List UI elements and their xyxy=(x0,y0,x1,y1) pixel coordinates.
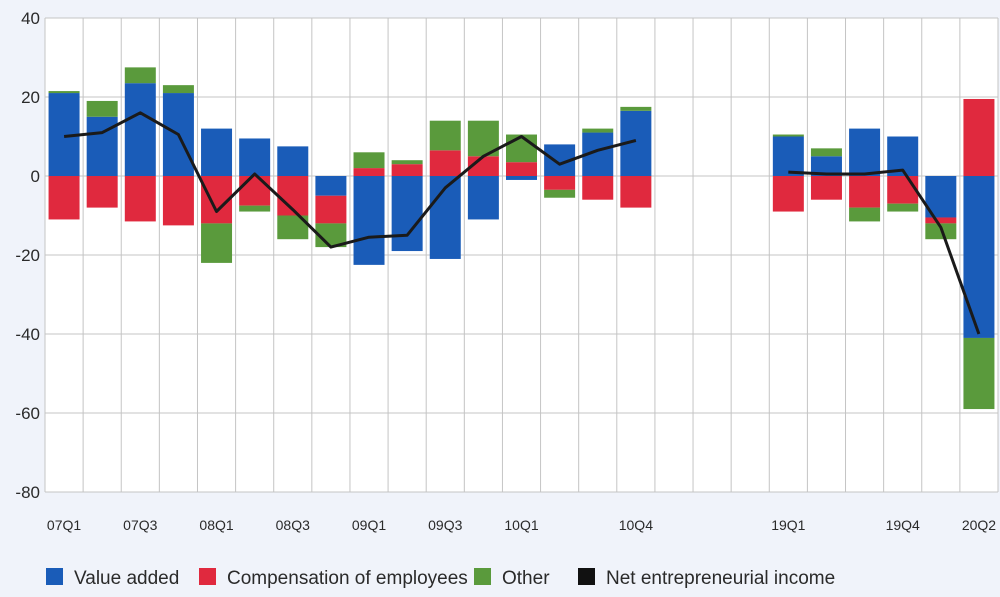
x-tick-label: 09Q1 xyxy=(352,517,386,533)
y-tick-label: 20 xyxy=(21,88,40,107)
bar-compensation-of-employees xyxy=(582,176,614,200)
bar-other xyxy=(162,85,194,94)
bar-value-added xyxy=(201,128,233,176)
bar-compensation-of-employees xyxy=(810,176,842,200)
bar-other xyxy=(391,160,423,165)
bar-other xyxy=(277,215,309,240)
bar-other xyxy=(86,100,118,117)
y-tick-label: -80 xyxy=(15,483,40,502)
bar-compensation-of-employees xyxy=(239,176,271,206)
bar-compensation-of-employees xyxy=(887,176,919,204)
bar-value-added xyxy=(963,176,995,338)
x-tick-label: 19Q4 xyxy=(886,517,920,533)
x-tick-label: 08Q1 xyxy=(199,517,233,533)
bar-compensation-of-employees xyxy=(315,195,347,224)
bar-other xyxy=(772,134,804,137)
bar-compensation-of-employees xyxy=(391,164,423,176)
legend-swatch xyxy=(199,568,216,585)
bar-value-added xyxy=(391,176,423,252)
y-tick-label: -20 xyxy=(15,246,40,265)
legend-label: Net entrepreneurial income xyxy=(606,568,835,589)
x-tick-label: 10Q4 xyxy=(619,517,653,533)
bar-other xyxy=(353,152,385,169)
legend-swatch xyxy=(578,568,595,585)
y-tick-label: 40 xyxy=(21,9,40,28)
net-income-line xyxy=(788,168,981,335)
bar-compensation-of-employees xyxy=(124,176,156,222)
bar-value-added xyxy=(467,176,499,220)
bar-other xyxy=(810,148,842,157)
bar-value-added xyxy=(315,176,347,196)
bar-compensation-of-employees xyxy=(86,176,118,208)
x-tick-label: 19Q1 xyxy=(771,517,805,533)
bar-value-added xyxy=(506,176,537,180)
bar-other xyxy=(963,337,995,410)
x-tick-label: 20Q2 xyxy=(962,517,996,533)
bar-value-added xyxy=(124,83,156,176)
bar-compensation-of-employees xyxy=(849,176,881,208)
bar-compensation-of-employees xyxy=(544,176,576,190)
net-income-line xyxy=(63,111,637,249)
bar-compensation-of-employees xyxy=(429,150,461,176)
bar-value-added xyxy=(277,146,309,176)
legend-label: Compensation of employees xyxy=(227,568,468,589)
bar-value-added xyxy=(849,128,881,176)
legend-swatch xyxy=(46,568,63,585)
bar-other xyxy=(620,106,652,111)
y-tick-label: -40 xyxy=(15,325,40,344)
x-tick-label: 09Q3 xyxy=(428,517,462,533)
bar-compensation-of-employees xyxy=(925,217,957,224)
x-tick-label: 07Q3 xyxy=(123,517,157,533)
bar-compensation-of-employees xyxy=(162,176,194,226)
bar-compensation-of-employees xyxy=(353,168,385,176)
bar-other xyxy=(429,120,461,151)
bar-value-added xyxy=(239,138,271,176)
legend-label: Other xyxy=(502,568,550,589)
bar-other xyxy=(582,128,614,133)
x-tick-label: 08Q3 xyxy=(276,517,310,533)
bar-value-added xyxy=(353,176,385,265)
bar-compensation-of-employees xyxy=(772,176,804,212)
x-tick-label: 10Q1 xyxy=(504,517,538,533)
bar-value-added xyxy=(772,136,804,176)
bar-other xyxy=(849,207,881,222)
bar-other xyxy=(506,134,537,163)
y-tick-label: -60 xyxy=(15,404,40,423)
bar-compensation-of-employees xyxy=(506,162,537,176)
legend-label: Value added xyxy=(74,568,179,589)
bar-compensation-of-employees xyxy=(963,98,995,176)
bar-value-added xyxy=(810,156,842,176)
bar-compensation-of-employees xyxy=(620,176,652,208)
bar-other xyxy=(239,205,271,212)
bar-compensation-of-employees xyxy=(48,176,80,220)
bar-other xyxy=(887,203,919,212)
bar-other xyxy=(201,223,233,263)
bar-other xyxy=(544,189,576,198)
bar-other xyxy=(48,91,80,94)
x-tick-label: 07Q1 xyxy=(47,517,81,533)
legend-swatch xyxy=(474,568,491,585)
y-tick-label: 0 xyxy=(31,167,40,186)
bar-other xyxy=(124,67,156,84)
